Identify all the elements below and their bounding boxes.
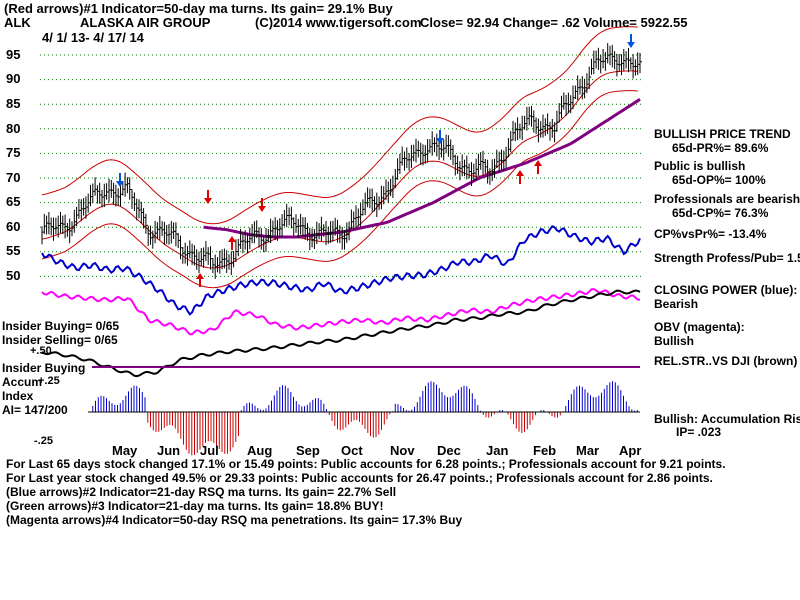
x-tick-may: May (112, 443, 138, 458)
x-tick-nov: Nov (390, 443, 415, 458)
y-tick-50: 50 (6, 268, 21, 283)
y-tick-95: 95 (6, 47, 21, 62)
minus-25-label: -.25 (34, 435, 53, 447)
obv-value: Bullish (654, 334, 695, 348)
accum-status: Bullish: Accumulation Risi (654, 412, 800, 426)
x-tick-jul: Jul (200, 443, 219, 458)
cp-value: 65d-CP%= 76.3% (672, 206, 769, 220)
index-label: Index (2, 389, 34, 403)
lower-band (41, 90, 638, 289)
footer-line-2: For Last year stock changed 49.5% or 29.… (6, 471, 713, 485)
footer-line-3: (Blue arrows)#2 Indicator=21-day RSQ ma … (6, 485, 397, 499)
copyright: (C)2014 www.tigersoft.com (255, 15, 422, 30)
ma50-line (203, 98, 641, 239)
buy-arrow (228, 236, 236, 250)
footer-line-1: For Last 65 days stock changed 17.1% or … (6, 457, 726, 471)
insider-buying-label: Insider Buying (2, 361, 86, 375)
accum-label: Accum (2, 375, 43, 389)
plus-25-label: +.25 (38, 375, 60, 387)
pr-value: 65d-PR%= 89.6% (672, 141, 769, 155)
closing-power-title: CLOSING POWER (blue): (654, 283, 798, 297)
op-value: 65d-OP%= 100% (672, 173, 766, 187)
closing-power-value: Bearish (654, 297, 699, 311)
rel-strength-line (41, 289, 641, 378)
sell-arrow (204, 190, 212, 204)
x-tick-feb: Feb (533, 443, 557, 458)
x-tick-dec: Dec (437, 443, 461, 458)
ticker-symbol: ALK (4, 15, 31, 30)
y-tick-80: 80 (6, 121, 21, 136)
obv-title: OBV (magenta): (654, 320, 745, 334)
x-tick-sep: Sep (296, 443, 320, 458)
pros-title: Professionals are bearish (654, 192, 800, 206)
ai-value: AI= 147/200 (2, 403, 68, 417)
y-tick-90: 90 (6, 71, 21, 86)
sell-arrow (258, 198, 266, 212)
buy-arrow (534, 160, 542, 174)
x-tick-jan: Jan (486, 443, 509, 458)
y-tick-85: 85 (6, 96, 21, 111)
strength-ratio: Strength Profess/Pub= 1.5 (654, 251, 800, 265)
sell-arrow (116, 173, 124, 187)
insider-buying-count: Insider Buying= 0/65 (2, 319, 120, 333)
closing-power-line (41, 224, 641, 316)
x-tick-oct: Oct (341, 443, 363, 458)
upper-band (41, 26, 638, 225)
x-tick-apr: Apr (619, 443, 642, 458)
buy-arrow (516, 170, 524, 184)
sell-arrow (627, 34, 635, 48)
company-name: ALASKA AIR GROUP (80, 15, 211, 30)
cp-vs-pr: CP%vsPr%= -13.4% (654, 227, 767, 241)
obv-line (41, 287, 641, 336)
x-tick-jun: Jun (157, 443, 181, 458)
plus-50-label: +.50 (30, 345, 52, 357)
y-tick-60: 60 (6, 219, 21, 234)
trend-title: BULLISH PRICE TREND (654, 127, 791, 141)
x-tick-aug: Aug (247, 443, 273, 458)
public-title: Public is bullish (654, 159, 746, 173)
y-tick-65: 65 (6, 194, 21, 209)
insider-selling-count: Insider Selling= 0/65 (2, 333, 118, 347)
x-tick-mar: Mar (576, 443, 600, 458)
date-range: 4/ 1/ 13- 4/ 17/ 14 (42, 30, 144, 45)
y-tick-70: 70 (6, 170, 21, 185)
sell-arrow (436, 130, 444, 144)
ip-value: IP= .023 (676, 425, 722, 439)
price-stats: Close= 92.94 Change= .62 Volume= 5922.55 (420, 15, 688, 30)
y-tick-75: 75 (6, 145, 21, 160)
buy-arrow (196, 273, 204, 287)
footer-line-5: (Magenta arrows)#4 Indicator=50-day RSQ … (6, 513, 463, 527)
indicator-1-line: (Red arrows)#1 Indicator=50-day ma turns… (4, 1, 393, 16)
y-tick-55: 55 (6, 243, 21, 258)
footer-line-4: (Green arrows)#3 Indicator=21-day ma tur… (6, 499, 384, 513)
rel-str-title: REL.STR..VS DJI (brown) (654, 354, 798, 368)
